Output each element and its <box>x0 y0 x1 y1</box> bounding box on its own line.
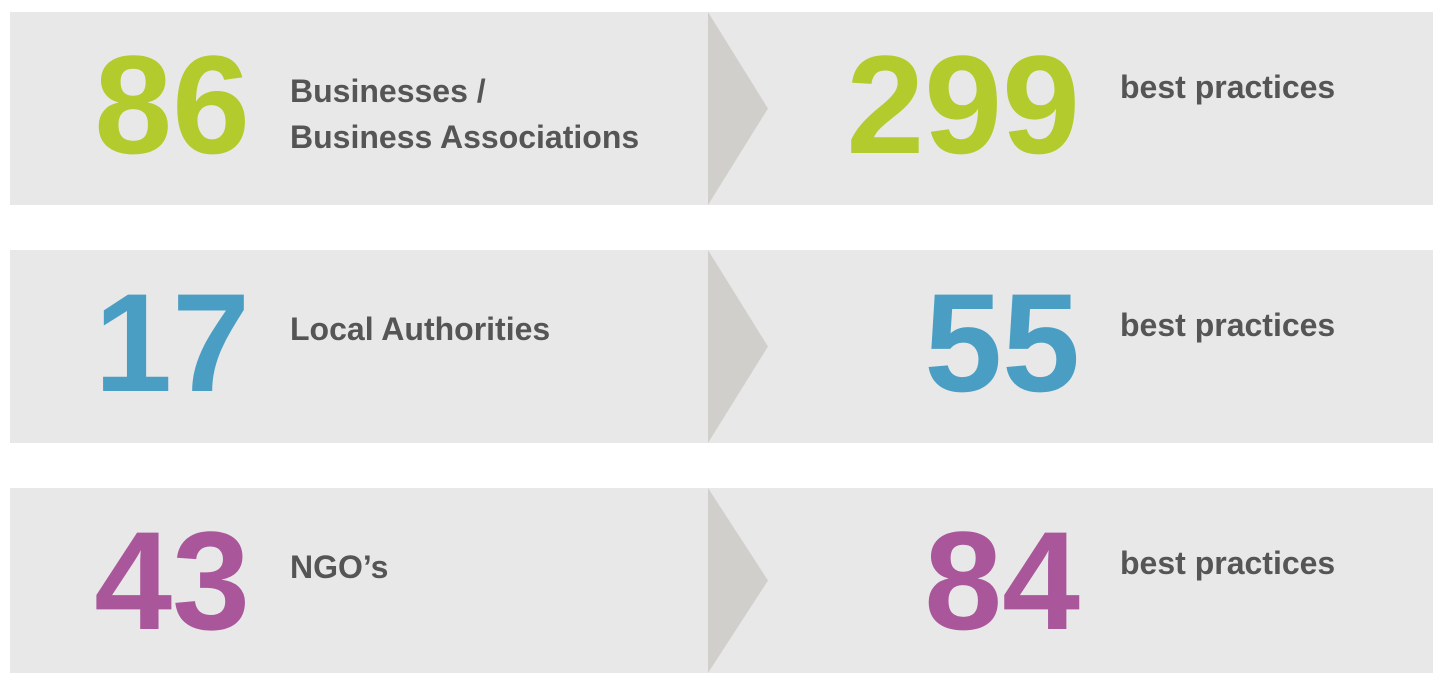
practices: 55 <box>924 264 1080 421</box>
count-label: Business Associations <box>290 119 639 155</box>
practices: 299 <box>846 26 1080 183</box>
practices-label: best practices <box>1120 307 1335 343</box>
count: 43 <box>94 502 250 659</box>
count-label: NGO’s <box>290 549 388 585</box>
practices-label: best practices <box>1120 69 1335 105</box>
count-label: Local Authorities <box>290 311 550 347</box>
right-panel <box>708 488 1433 673</box>
count-label: Businesses / <box>290 73 486 109</box>
arrow-divider <box>708 250 768 443</box>
practices: 84 <box>924 502 1080 659</box>
count: 17 <box>94 264 250 421</box>
arrow-divider <box>708 12 768 205</box>
left-panel <box>10 12 708 205</box>
left-panel <box>10 488 708 673</box>
right-panel <box>708 250 1433 443</box>
count: 86 <box>94 26 250 183</box>
practices-label: best practices <box>1120 545 1335 581</box>
left-panel <box>10 250 708 443</box>
right-panel <box>708 12 1433 205</box>
arrow-divider <box>708 488 768 673</box>
